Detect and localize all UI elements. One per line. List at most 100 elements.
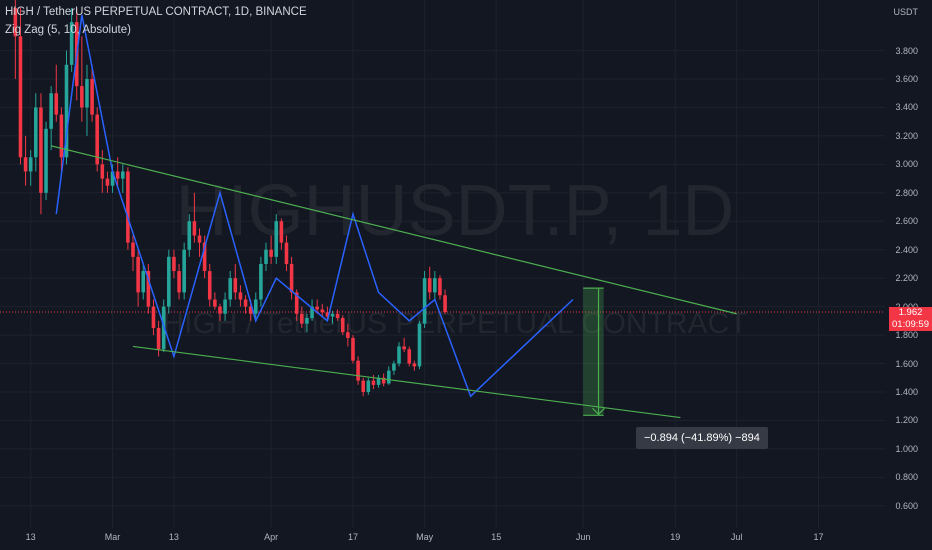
time-tick-label: 17 bbox=[348, 532, 358, 542]
trendline bbox=[51, 145, 737, 315]
price-tick-label: 1.400 bbox=[895, 386, 918, 397]
candle-body bbox=[54, 93, 59, 115]
candle-body bbox=[325, 312, 330, 317]
candle-body bbox=[39, 107, 43, 193]
candle-body bbox=[433, 278, 437, 293]
candle-body bbox=[366, 380, 371, 392]
candle-body bbox=[172, 256, 176, 272]
candle-body bbox=[182, 249, 186, 293]
candle-body bbox=[64, 64, 69, 158]
price-range-measure[interactable] bbox=[583, 287, 605, 416]
candle-body bbox=[351, 337, 355, 361]
candle-body bbox=[305, 318, 309, 324]
candle-body bbox=[177, 271, 181, 293]
candle-body bbox=[141, 271, 146, 293]
candle-body bbox=[264, 249, 268, 264]
time-axis[interactable]: 13 Mar 13 Apr 17 May 15 Jun 19 Jul 17 bbox=[26, 532, 824, 542]
candle-body bbox=[228, 278, 232, 300]
candle-body bbox=[192, 221, 197, 236]
price-tick-label: 2.600 bbox=[895, 216, 918, 227]
candle-body bbox=[279, 221, 284, 243]
trendline bbox=[132, 345, 681, 419]
candle-body bbox=[335, 313, 340, 318]
trendlines[interactable] bbox=[51, 145, 737, 419]
candle-body bbox=[381, 377, 386, 384]
price-tick-label: 2.400 bbox=[895, 244, 918, 255]
candle-body bbox=[386, 370, 391, 384]
indicator-legend[interactable]: Zig Zag (5, 10, Absolute) bbox=[5, 24, 131, 36]
candle-body bbox=[407, 349, 412, 364]
candle-body bbox=[243, 299, 248, 307]
candle-body bbox=[115, 171, 120, 179]
candle-body bbox=[392, 363, 396, 371]
candle-body bbox=[34, 107, 38, 158]
price-tick-label: 2.800 bbox=[895, 187, 918, 198]
candle-body bbox=[80, 86, 84, 108]
time-tick-label: 19 bbox=[670, 532, 680, 542]
time-tick-label: Apr bbox=[264, 532, 278, 542]
candle-body bbox=[151, 306, 156, 328]
candle-body bbox=[90, 79, 94, 115]
candle-body bbox=[269, 249, 273, 257]
candle-body bbox=[23, 157, 28, 172]
candle-body bbox=[300, 313, 304, 324]
candle-body bbox=[274, 221, 279, 257]
candle-body bbox=[120, 171, 125, 179]
candle-body bbox=[320, 309, 325, 313]
candle-body bbox=[187, 221, 192, 250]
candle-body bbox=[238, 292, 243, 300]
price-tick-label: 1.200 bbox=[895, 415, 918, 426]
candle-body bbox=[13, 7, 18, 37]
candle-body bbox=[218, 306, 222, 314]
price-tick-label: 3.600 bbox=[895, 74, 918, 84]
candle-body bbox=[310, 306, 314, 318]
candle-body bbox=[315, 306, 319, 310]
price-tick-label: 1.600 bbox=[895, 358, 918, 369]
price-tick-label: 1.800 bbox=[895, 330, 918, 341]
candle-body bbox=[371, 380, 376, 385]
bar-countdown-tag: 01:09:59 bbox=[889, 319, 932, 331]
candle-body bbox=[361, 380, 365, 392]
candle-body bbox=[213, 299, 217, 307]
price-tick-label: 2.000 bbox=[895, 302, 918, 312]
candle-body bbox=[402, 346, 406, 350]
candle-body bbox=[397, 346, 401, 364]
candle-body bbox=[85, 79, 89, 108]
candle-body bbox=[59, 114, 64, 158]
price-tick-label: 3.400 bbox=[895, 102, 918, 113]
candle-body bbox=[438, 278, 442, 296]
candle-body bbox=[44, 128, 48, 193]
candle-body bbox=[417, 323, 422, 367]
candle-body bbox=[427, 278, 432, 293]
candle-body bbox=[202, 242, 207, 272]
measure-box bbox=[583, 288, 604, 416]
price-tick-label: 3.800 bbox=[895, 45, 918, 56]
candle-body bbox=[69, 22, 74, 65]
price-tick-label: 0.600 bbox=[895, 500, 918, 511]
candle-body bbox=[248, 306, 253, 314]
time-tick-label: Jun bbox=[576, 532, 591, 542]
candle-body bbox=[422, 278, 427, 324]
candle-body bbox=[443, 295, 447, 313]
price-tick-label: 2.200 bbox=[895, 273, 918, 284]
candlestick-series bbox=[13, 0, 447, 397]
zigzag-line bbox=[55, 14, 574, 398]
watermark: HIGHUSDT.P, 1D HIGH / TetherUS PERPETUAL… bbox=[162, 171, 747, 340]
candle-body bbox=[100, 164, 105, 179]
watermark-symbol: HIGHUSDT.P, 1D bbox=[176, 171, 735, 251]
candle-body bbox=[259, 263, 263, 300]
candle-body bbox=[412, 363, 417, 367]
candle-body bbox=[294, 292, 299, 314]
candle-body bbox=[126, 171, 130, 243]
candle-body bbox=[105, 178, 110, 186]
candle-body bbox=[207, 271, 212, 300]
candle-body bbox=[223, 299, 227, 314]
time-tick-label: Jul bbox=[731, 532, 743, 542]
candle-body bbox=[284, 242, 289, 264]
candle-body bbox=[28, 157, 33, 172]
price-tick-label: 1.000 bbox=[895, 443, 918, 454]
price-tick-label: 0.800 bbox=[895, 472, 918, 483]
time-tick-label: 13 bbox=[26, 532, 36, 542]
